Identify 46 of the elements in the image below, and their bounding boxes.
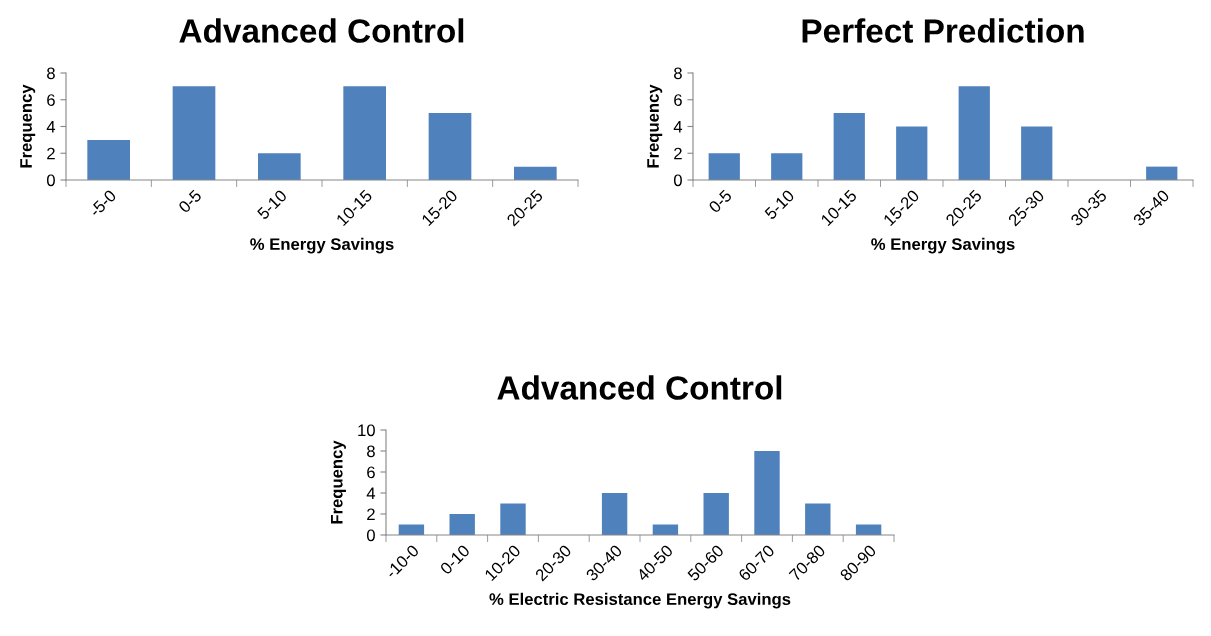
chart-title: Advanced Control <box>497 375 782 400</box>
bar <box>771 153 803 180</box>
bar <box>343 86 386 180</box>
x-tick-label: 0-5 <box>707 189 733 214</box>
bar <box>172 86 216 180</box>
bar <box>896 126 928 180</box>
x-axis-title: % Electric Resistance Energy Savings <box>489 592 791 609</box>
y-tick-label: 0 <box>673 174 682 187</box>
x-axis-title: % Energy Savings <box>250 237 394 254</box>
y-tick-label: 4 <box>366 487 376 500</box>
y-tick-label: 0 <box>366 529 375 542</box>
y-tick-label: 6 <box>47 94 55 106</box>
bar <box>833 113 865 180</box>
y-tick-label: 2 <box>47 147 55 160</box>
y-axis-title: Frequency <box>647 84 663 168</box>
bar <box>428 113 472 180</box>
bar <box>1021 126 1053 180</box>
y-tick-label: 8 <box>47 67 55 80</box>
bar <box>500 503 526 535</box>
bar <box>514 166 557 180</box>
y-axis-title: Frequency <box>20 84 36 168</box>
bar <box>754 451 780 535</box>
y-tick-label: 2 <box>674 147 682 160</box>
x-tick-label: -5-0 <box>88 189 117 218</box>
y-axis-title: Frequency <box>331 440 346 524</box>
y-tick-label: 4 <box>673 121 683 133</box>
y-tick-label: 6 <box>674 94 682 106</box>
y-tick-label: 10 <box>358 424 375 437</box>
bar <box>703 493 729 535</box>
y-tick-label: 0 <box>46 174 55 187</box>
y-tick-label: 6 <box>367 466 375 479</box>
bar <box>601 493 628 535</box>
bar <box>258 153 301 180</box>
bar <box>958 86 990 180</box>
y-tick-label: 8 <box>674 67 682 80</box>
bar <box>449 514 475 535</box>
chart-title: Perfect Prediction <box>802 18 1084 43</box>
bar <box>805 503 831 535</box>
x-tick-label: 0-5 <box>177 189 203 214</box>
chart-title: Advanced Control <box>179 18 464 43</box>
bar <box>87 139 130 180</box>
y-tick-label: 2 <box>367 508 375 521</box>
bar <box>708 153 740 180</box>
x-axis-title: % Energy Savings <box>871 237 1015 254</box>
y-tick-label: 8 <box>367 445 375 458</box>
y-tick-label: 4 <box>46 121 56 133</box>
